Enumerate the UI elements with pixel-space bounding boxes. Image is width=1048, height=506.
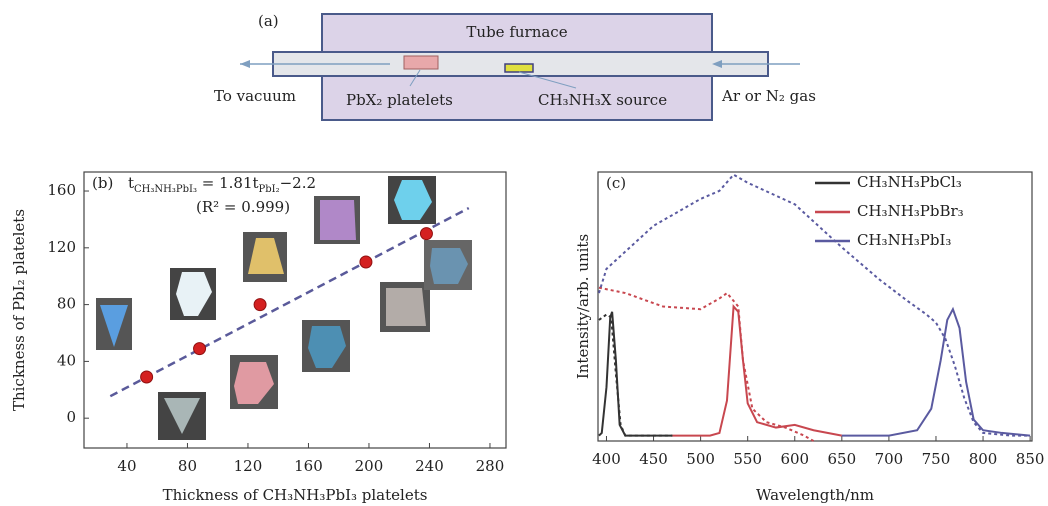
- x-tick-label: 750: [922, 450, 951, 468]
- equation-part: −2.2: [280, 174, 316, 192]
- x-tick-label: 700: [875, 450, 904, 468]
- source-boat: [504, 63, 534, 73]
- x-tick-label: 550: [733, 450, 762, 468]
- x-tick-label: 160: [294, 457, 323, 475]
- series-line: [598, 313, 673, 437]
- vacuum-label: To vacuum: [214, 87, 296, 105]
- x-axis-label: Thickness of CH₃NH₃PbI₃ platelets: [163, 486, 428, 504]
- source-label: CH₃NH₃X source: [538, 91, 667, 109]
- x-tick-label: 240: [415, 457, 444, 475]
- crystal: [308, 326, 346, 368]
- fit-line: [109, 206, 470, 398]
- y-tick-label: 160: [47, 181, 76, 199]
- point: [419, 227, 433, 241]
- furnace-bottom: [321, 75, 713, 121]
- pointer: [409, 69, 421, 87]
- equation: tCH₃NH₃PbI₃ = 1.81tPbI₂−2.2: [128, 174, 316, 195]
- platelets-label: PbX₂ platelets: [346, 91, 453, 109]
- crystal: [394, 180, 432, 220]
- legend-label: CH₃NH₃PbI₃: [857, 231, 951, 249]
- x-axis-label: Wavelength/nm: [756, 486, 874, 504]
- x-tick-label: 600: [780, 450, 809, 468]
- y-tick-label: 0: [66, 408, 76, 426]
- y-axis-label: Thickness of PbI₂ platelets: [10, 209, 28, 411]
- platelet-boat: [403, 55, 439, 70]
- x-tick-label: 80: [178, 457, 197, 475]
- point: [140, 370, 154, 384]
- y-tick-label: 120: [47, 238, 76, 256]
- panel-label: (c): [606, 174, 626, 192]
- series-line: [597, 173, 1031, 437]
- crystal: [100, 305, 128, 347]
- furnace-label: Tube furnace: [466, 23, 567, 41]
- x-tick-label: 280: [476, 457, 505, 475]
- equation-part: t: [128, 174, 134, 192]
- series-line: [598, 286, 815, 442]
- equation-part: CH₃NH₃PbI₃: [134, 184, 197, 195]
- x-tick-label: 850: [1016, 450, 1045, 468]
- point: [253, 298, 267, 312]
- equation-part: = 1.81t: [197, 174, 259, 192]
- x-tick-label: 450: [639, 450, 668, 468]
- plot-frame: [83, 171, 507, 449]
- legend-label: CH₃NH₃PbCl₃: [857, 173, 962, 191]
- x-tick-label: 200: [355, 457, 384, 475]
- arrow-head: [240, 60, 250, 68]
- crystal: [234, 362, 274, 404]
- y-tick-label: 40: [57, 351, 76, 369]
- crystal: [164, 398, 200, 434]
- x-tick-label: 400: [592, 450, 621, 468]
- x-tick-label: 650: [828, 450, 857, 468]
- furnace-top: [321, 13, 713, 53]
- annotation: (R² = 0.999): [196, 198, 290, 216]
- crystal: [176, 272, 212, 316]
- legend-label: CH₃NH₃PbBr₃: [857, 202, 964, 220]
- plot-frame: [597, 171, 1033, 442]
- x-tick-label: 120: [234, 457, 263, 475]
- pointer: [518, 71, 577, 89]
- x-tick-label: 800: [969, 450, 998, 468]
- crystal: [430, 248, 468, 284]
- gas-label: Ar or N₂ gas: [721, 87, 816, 105]
- x-tick-label: 40: [117, 457, 136, 475]
- crystal: [320, 200, 356, 240]
- crystal: [386, 288, 426, 326]
- series-line: [841, 306, 1031, 437]
- series-line: [672, 304, 843, 437]
- x-tick-label: 500: [686, 450, 715, 468]
- panel-label: (a): [258, 12, 279, 30]
- arrow-head: [712, 60, 722, 68]
- point: [193, 342, 207, 356]
- equation-part: PbI₂: [259, 184, 280, 195]
- series-line: [598, 311, 673, 437]
- thumbnails: [96, 176, 472, 440]
- y-tick-label: 80: [57, 295, 76, 313]
- y-axis-label: Intensity/arb. units: [574, 234, 592, 379]
- crystal: [248, 238, 284, 274]
- point: [359, 255, 373, 269]
- panel-label: (b): [92, 174, 113, 192]
